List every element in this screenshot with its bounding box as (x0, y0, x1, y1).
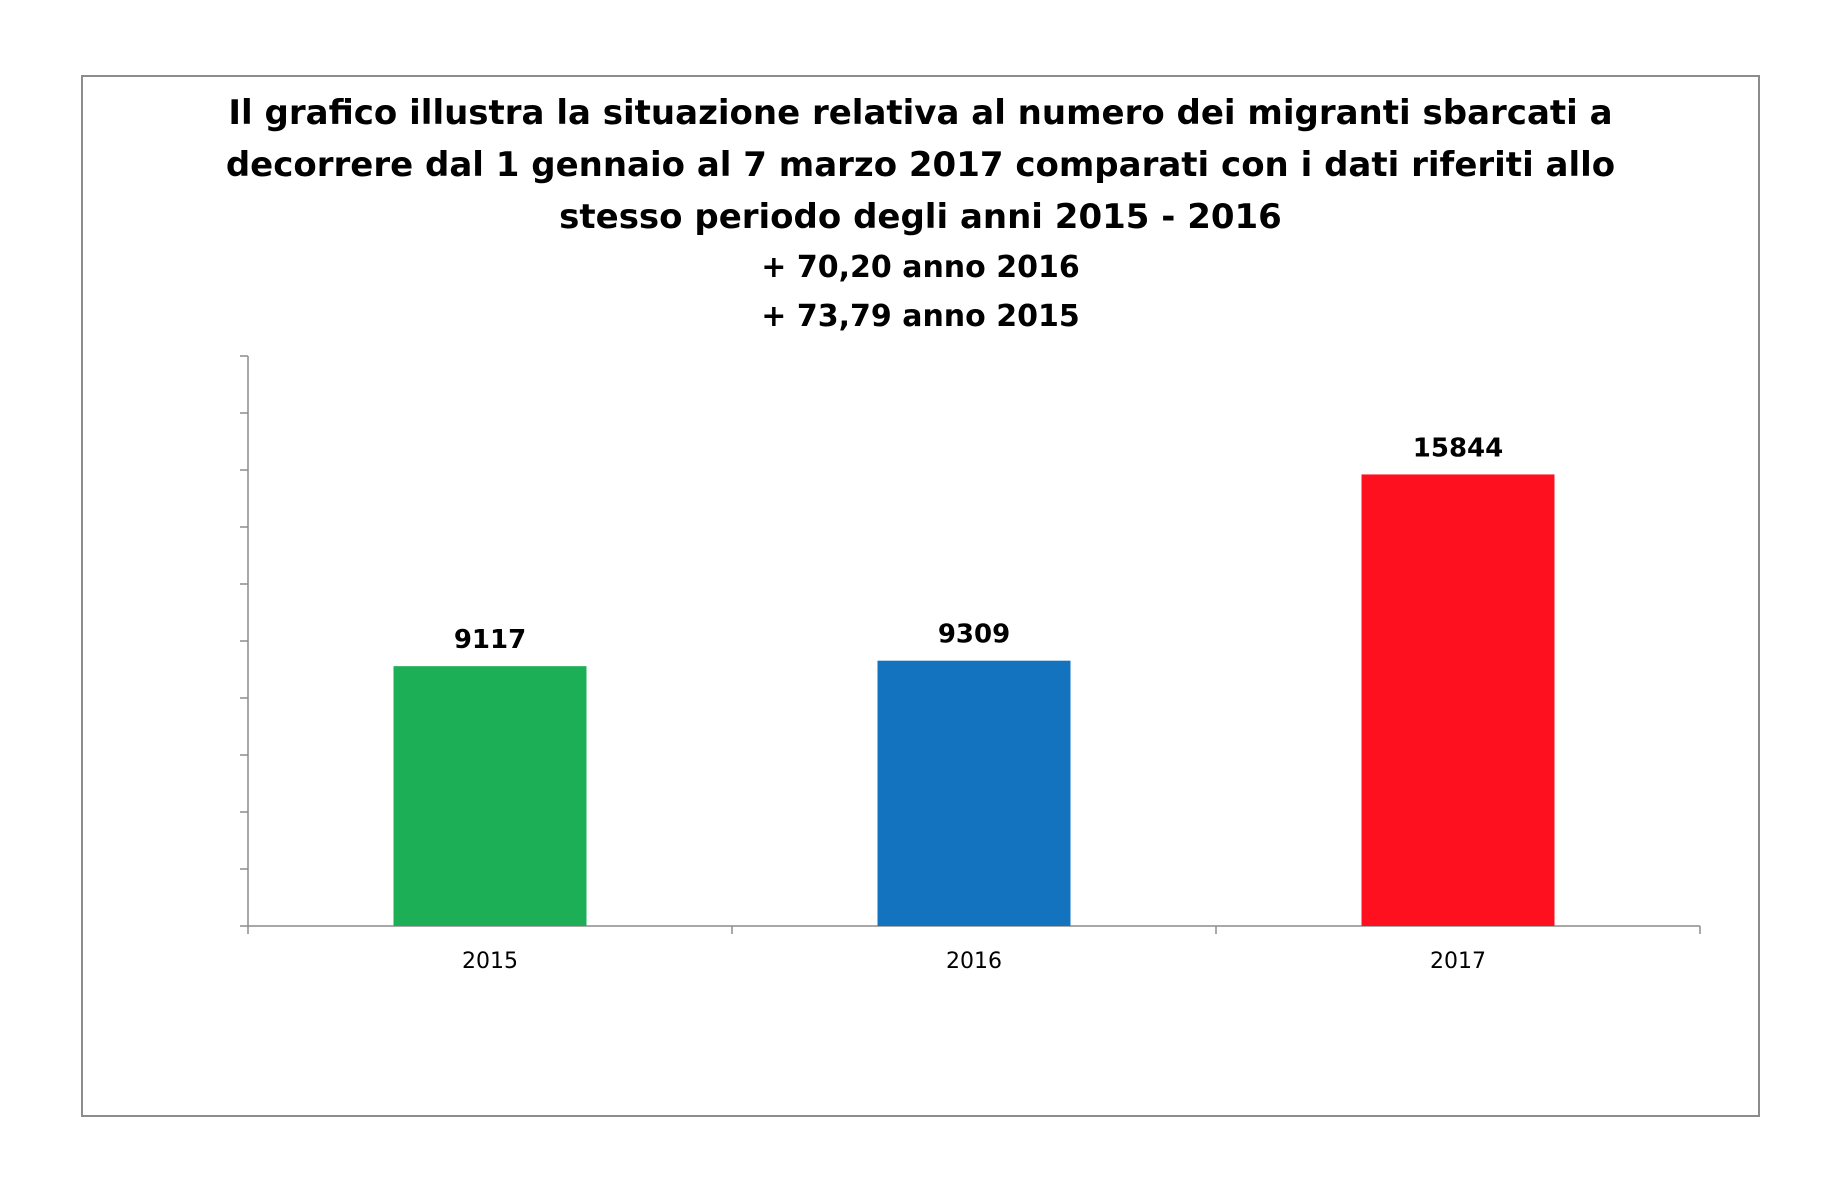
x-tick-label-2015: 2015 (462, 949, 518, 974)
chart-title: Il grafico illustra la situazione relati… (83, 87, 1758, 341)
subtitle-line-2: + 73,79 anno 2015 (761, 299, 1080, 334)
bar-2015 (393, 666, 587, 926)
title-line-3: stesso periodo degli anni 2015 - 2016 (559, 197, 1282, 237)
bar-2017 (1361, 474, 1555, 926)
bar-2016 (877, 660, 1071, 926)
x-tick-label-2016: 2016 (946, 949, 1002, 974)
title-line-2: decorrere dal 1 gennaio al 7 marzo 2017 … (225, 145, 1616, 185)
subtitle-line-1: + 70,20 anno 2016 (761, 250, 1080, 285)
data-label-2015: 9117 (454, 625, 526, 655)
x-tick-label-2017: 2017 (1430, 949, 1486, 974)
data-label-2016: 9309 (938, 620, 1010, 650)
data-label-2017: 15844 (1413, 433, 1503, 463)
title-line-1: Il grafico illustra la situazione relati… (228, 93, 1613, 133)
